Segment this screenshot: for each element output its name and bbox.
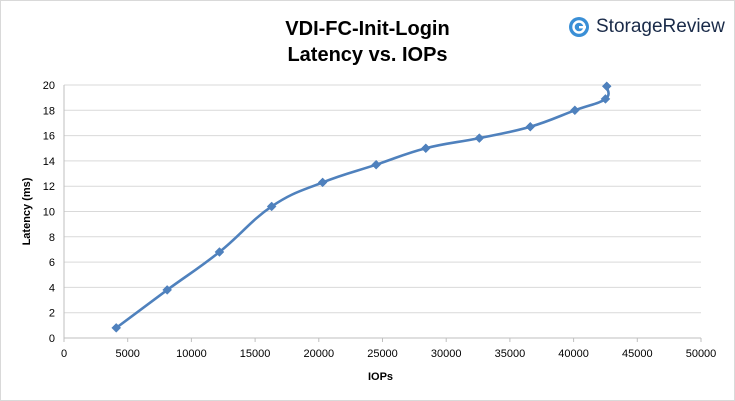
data-point-marker xyxy=(111,323,122,333)
x-tick-label: 15000 xyxy=(240,348,271,360)
x-tick-label: 30000 xyxy=(431,348,462,360)
data-point-marker xyxy=(570,105,580,116)
x-tick-label: 40000 xyxy=(558,348,589,360)
series-layer xyxy=(111,81,612,333)
x-tick-label: 5000 xyxy=(115,348,139,360)
chart-subtitle: Latency vs. IOPs xyxy=(287,44,448,66)
series-line xyxy=(114,84,610,330)
y-tick-label: 12 xyxy=(43,181,55,193)
y-tick-labels: 0 2 4 6 8 10 12 14 16 18 20 xyxy=(43,80,55,345)
y-tick-label: 6 xyxy=(49,257,55,269)
data-point-marker xyxy=(420,143,431,154)
y-tick-label: 4 xyxy=(49,282,55,294)
x-tick-label: 20000 xyxy=(304,348,335,360)
y-tick-label: 14 xyxy=(43,156,55,168)
y-tick-label: 20 xyxy=(43,80,55,92)
grid-lines xyxy=(64,84,701,314)
x-tick-label: 0 xyxy=(61,348,67,360)
data-point-marker xyxy=(317,177,328,188)
y-tick-label: 16 xyxy=(43,131,55,143)
x-tick-label: 10000 xyxy=(176,348,207,360)
data-point-marker xyxy=(600,94,611,104)
x-axis-label: IOPs xyxy=(368,371,393,383)
y-axis-label: Latency (ms) xyxy=(21,177,33,245)
x-tick-label: 50000 xyxy=(686,348,717,360)
brand-logo: StorageReview xyxy=(568,14,725,40)
data-point-marker xyxy=(162,285,173,295)
data-point-marker xyxy=(601,81,612,92)
x-tick-labels: 0 5000 10000 15000 20000 25000 30000 35000 40000… xyxy=(61,348,716,360)
x-tick-label: 45000 xyxy=(622,348,653,360)
data-point-marker xyxy=(266,201,277,212)
brand-name: StorageReview xyxy=(596,16,725,37)
x-tick-label: 35000 xyxy=(495,348,526,360)
y-tick-label: 18 xyxy=(43,105,55,117)
data-point-marker xyxy=(525,121,536,132)
data-point-marker xyxy=(474,133,485,143)
y-tick-label: 10 xyxy=(43,207,55,219)
y-tick-label: 2 xyxy=(49,308,55,320)
y-tick-label: 0 xyxy=(49,333,55,345)
axes xyxy=(63,85,702,342)
chart-title: VDI-FC-Init-Login xyxy=(285,18,450,40)
data-point-marker xyxy=(371,159,381,170)
x-tick-label: 25000 xyxy=(367,348,398,360)
data-point-marker xyxy=(214,247,225,257)
y-tick-label: 8 xyxy=(49,232,55,244)
storagereview-logo-icon xyxy=(569,17,589,37)
